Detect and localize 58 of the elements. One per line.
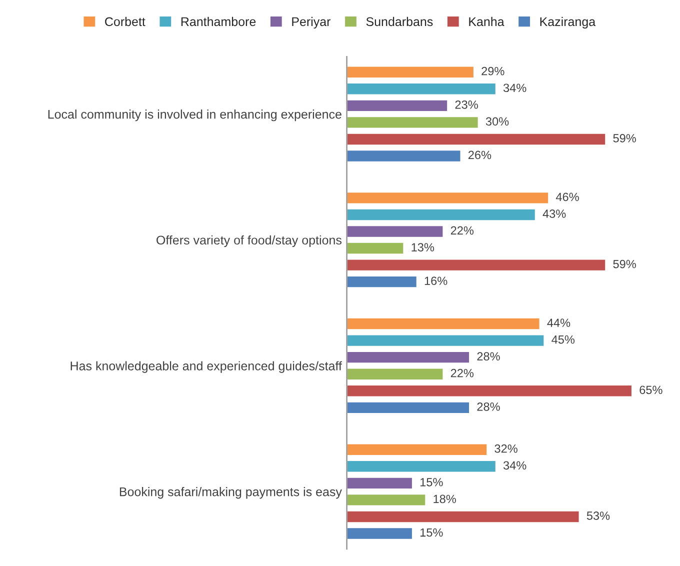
bar bbox=[346, 317, 541, 331]
y-tick-label: Offers variety of food/stay options bbox=[156, 235, 342, 248]
data-label: 18% bbox=[434, 494, 456, 504]
bar bbox=[346, 132, 607, 146]
legend-label: Ranthambore bbox=[181, 16, 256, 26]
data-label: 28% bbox=[477, 402, 500, 411]
legend-label: Sundarbans bbox=[366, 16, 433, 26]
bar bbox=[346, 460, 497, 474]
bar bbox=[346, 242, 405, 256]
data-label: 59% bbox=[613, 134, 636, 142]
legend-label: Kanha bbox=[469, 16, 504, 26]
data-label: 46% bbox=[556, 192, 579, 202]
bar bbox=[346, 510, 580, 524]
data-label: 22% bbox=[450, 226, 474, 235]
data-label: 22% bbox=[450, 368, 474, 378]
data-label: 13% bbox=[412, 243, 434, 252]
bar bbox=[346, 208, 536, 222]
bar bbox=[346, 258, 607, 272]
bar bbox=[346, 400, 470, 414]
bar bbox=[346, 476, 414, 490]
y-tick-label: Booking safari/making payments is easy bbox=[120, 487, 342, 499]
data-label: 44% bbox=[547, 318, 570, 327]
bar bbox=[346, 493, 427, 507]
bar bbox=[346, 334, 546, 348]
data-label: 29% bbox=[482, 66, 504, 76]
data-label: 43% bbox=[542, 210, 566, 218]
legend-label: Corbett bbox=[105, 16, 146, 26]
data-label: 30% bbox=[486, 117, 509, 126]
bar bbox=[346, 149, 462, 163]
data-label: 28% bbox=[477, 352, 500, 361]
bar bbox=[346, 275, 418, 289]
bar bbox=[346, 116, 480, 130]
data-label: 23% bbox=[455, 100, 478, 109]
bar bbox=[346, 191, 550, 205]
data-label: 53% bbox=[586, 512, 610, 520]
data-label: 26% bbox=[468, 150, 492, 160]
bar bbox=[346, 367, 444, 381]
data-label: 15% bbox=[420, 528, 443, 537]
bar bbox=[346, 98, 448, 112]
data-label: 34% bbox=[503, 84, 526, 92]
data-label: 15% bbox=[420, 478, 443, 486]
bar bbox=[346, 82, 497, 96]
bar bbox=[346, 442, 488, 456]
bar bbox=[346, 224, 444, 238]
bar bbox=[346, 384, 633, 398]
legend-label: Kaziranga bbox=[540, 16, 596, 29]
legend-label: Periyar bbox=[292, 16, 331, 29]
bar bbox=[346, 526, 414, 540]
y-tick-label: Local community is involved in enhancing experience bbox=[48, 110, 342, 122]
data-label: 59% bbox=[613, 260, 636, 268]
bar bbox=[346, 65, 475, 79]
y-tick-label: Has knowledgeable and experienced guides/staff bbox=[70, 361, 342, 373]
data-label: 34% bbox=[503, 461, 526, 470]
data-label: 45% bbox=[552, 335, 575, 344]
data-label: 16% bbox=[424, 276, 448, 286]
bar bbox=[346, 350, 470, 364]
data-label: 32% bbox=[494, 444, 518, 453]
data-label: 65% bbox=[640, 386, 662, 394]
